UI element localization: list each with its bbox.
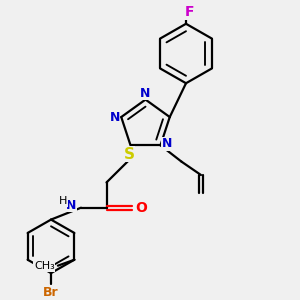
Text: Br: Br: [43, 286, 59, 299]
Text: S: S: [124, 147, 134, 162]
Text: N: N: [162, 137, 172, 150]
Text: O: O: [136, 201, 148, 215]
Text: F: F: [184, 5, 194, 20]
Text: N: N: [66, 199, 76, 212]
Text: N: N: [110, 110, 120, 124]
Text: H: H: [59, 196, 67, 206]
Text: CH₃: CH₃: [34, 261, 55, 271]
Text: N: N: [140, 86, 151, 100]
